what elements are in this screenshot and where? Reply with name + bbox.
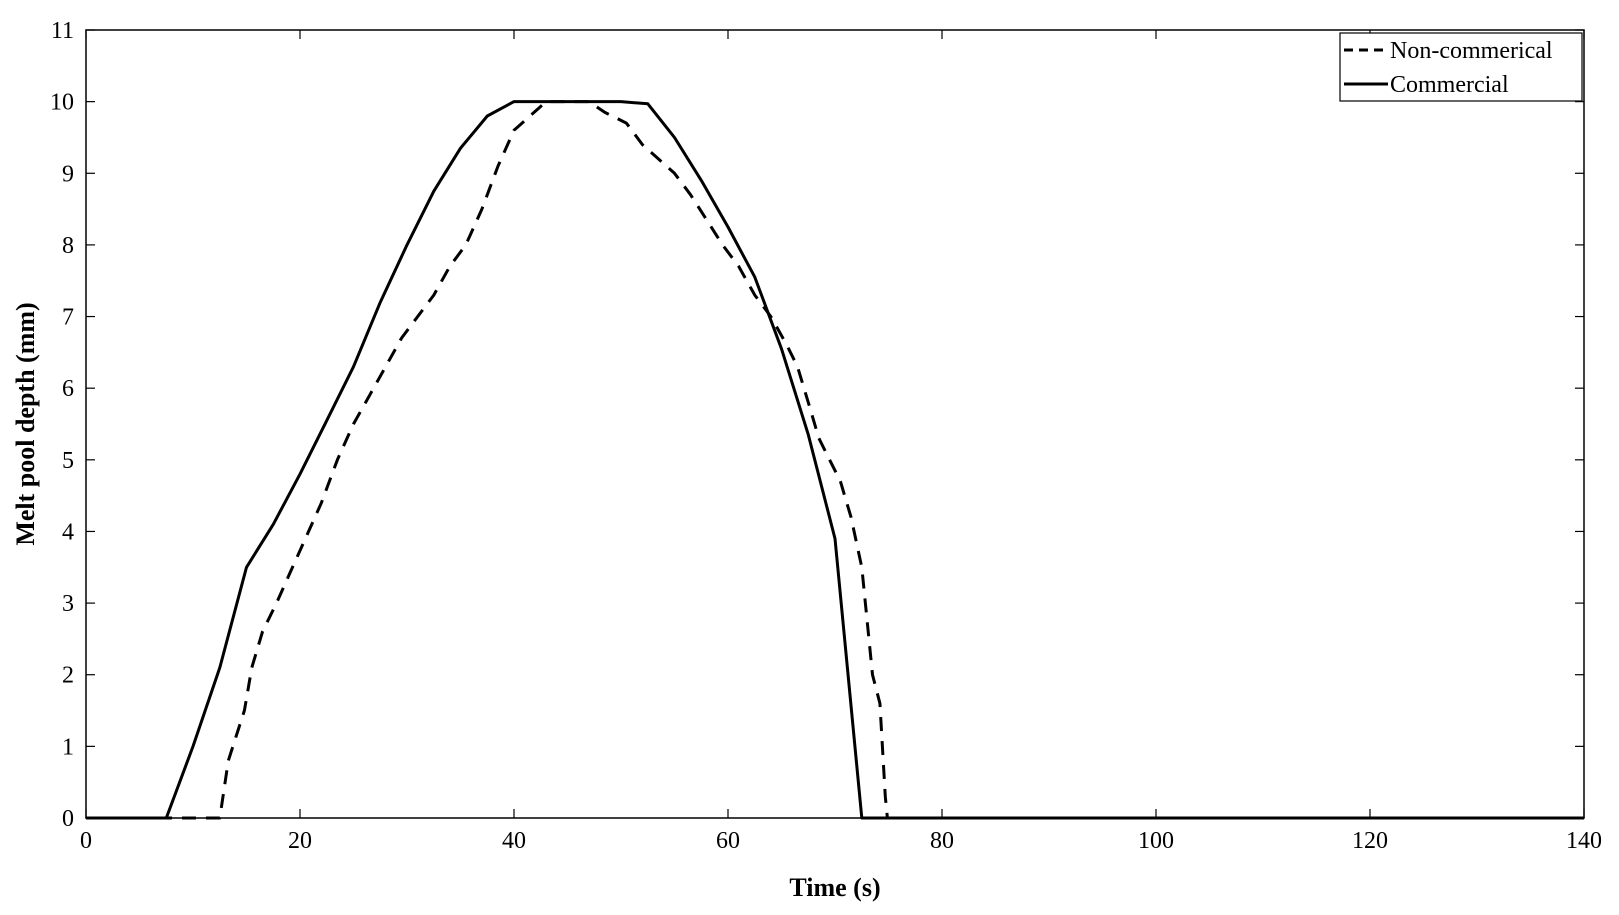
series-line-commercial [86, 100, 1584, 820]
y-tick-label: 9 [62, 161, 74, 187]
legend-entry-non-commercial: Non-commerical [1390, 38, 1553, 64]
series-layer [86, 100, 1584, 820]
x-tick-label: 20 [288, 828, 312, 854]
y-tick-label: 8 [62, 233, 74, 259]
y-tick-label: 10 [50, 90, 74, 116]
x-axis-label: Time (s) [789, 873, 880, 902]
x-tick-label: 60 [716, 828, 740, 854]
y-tick-label: 4 [62, 519, 74, 545]
legend-entry-commercial: Commercial [1390, 72, 1509, 98]
y-axis-label: Melt pool depth (mm) [11, 302, 40, 545]
y-tick-label: 6 [62, 376, 74, 402]
axis-ticks: 0 20 40 60 80 100 120 140 0 1 2 3 4 5 6 7 8 9 10 11 [50, 18, 1602, 854]
x-tick-label: 0 [80, 828, 92, 854]
plot-frame [85, 29, 1585, 819]
x-tick-label: 100 [1138, 828, 1174, 854]
y-tick-label: 3 [62, 591, 74, 617]
y-tick-label: 7 [62, 305, 74, 331]
x-tick-label: 40 [502, 828, 526, 854]
y-tick-label: 5 [62, 448, 74, 474]
y-tick-label: 1 [62, 734, 74, 760]
legend: Non-commerical Commercial [1339, 32, 1583, 102]
y-tick-label: 2 [62, 663, 74, 689]
y-tick-label: 11 [51, 18, 74, 44]
legend-box [1339, 32, 1583, 102]
x-tick-label: 120 [1352, 828, 1388, 854]
y-tick-label: 0 [62, 806, 74, 832]
x-tick-label: 80 [930, 828, 954, 854]
x-tick-label: 140 [1566, 828, 1602, 854]
